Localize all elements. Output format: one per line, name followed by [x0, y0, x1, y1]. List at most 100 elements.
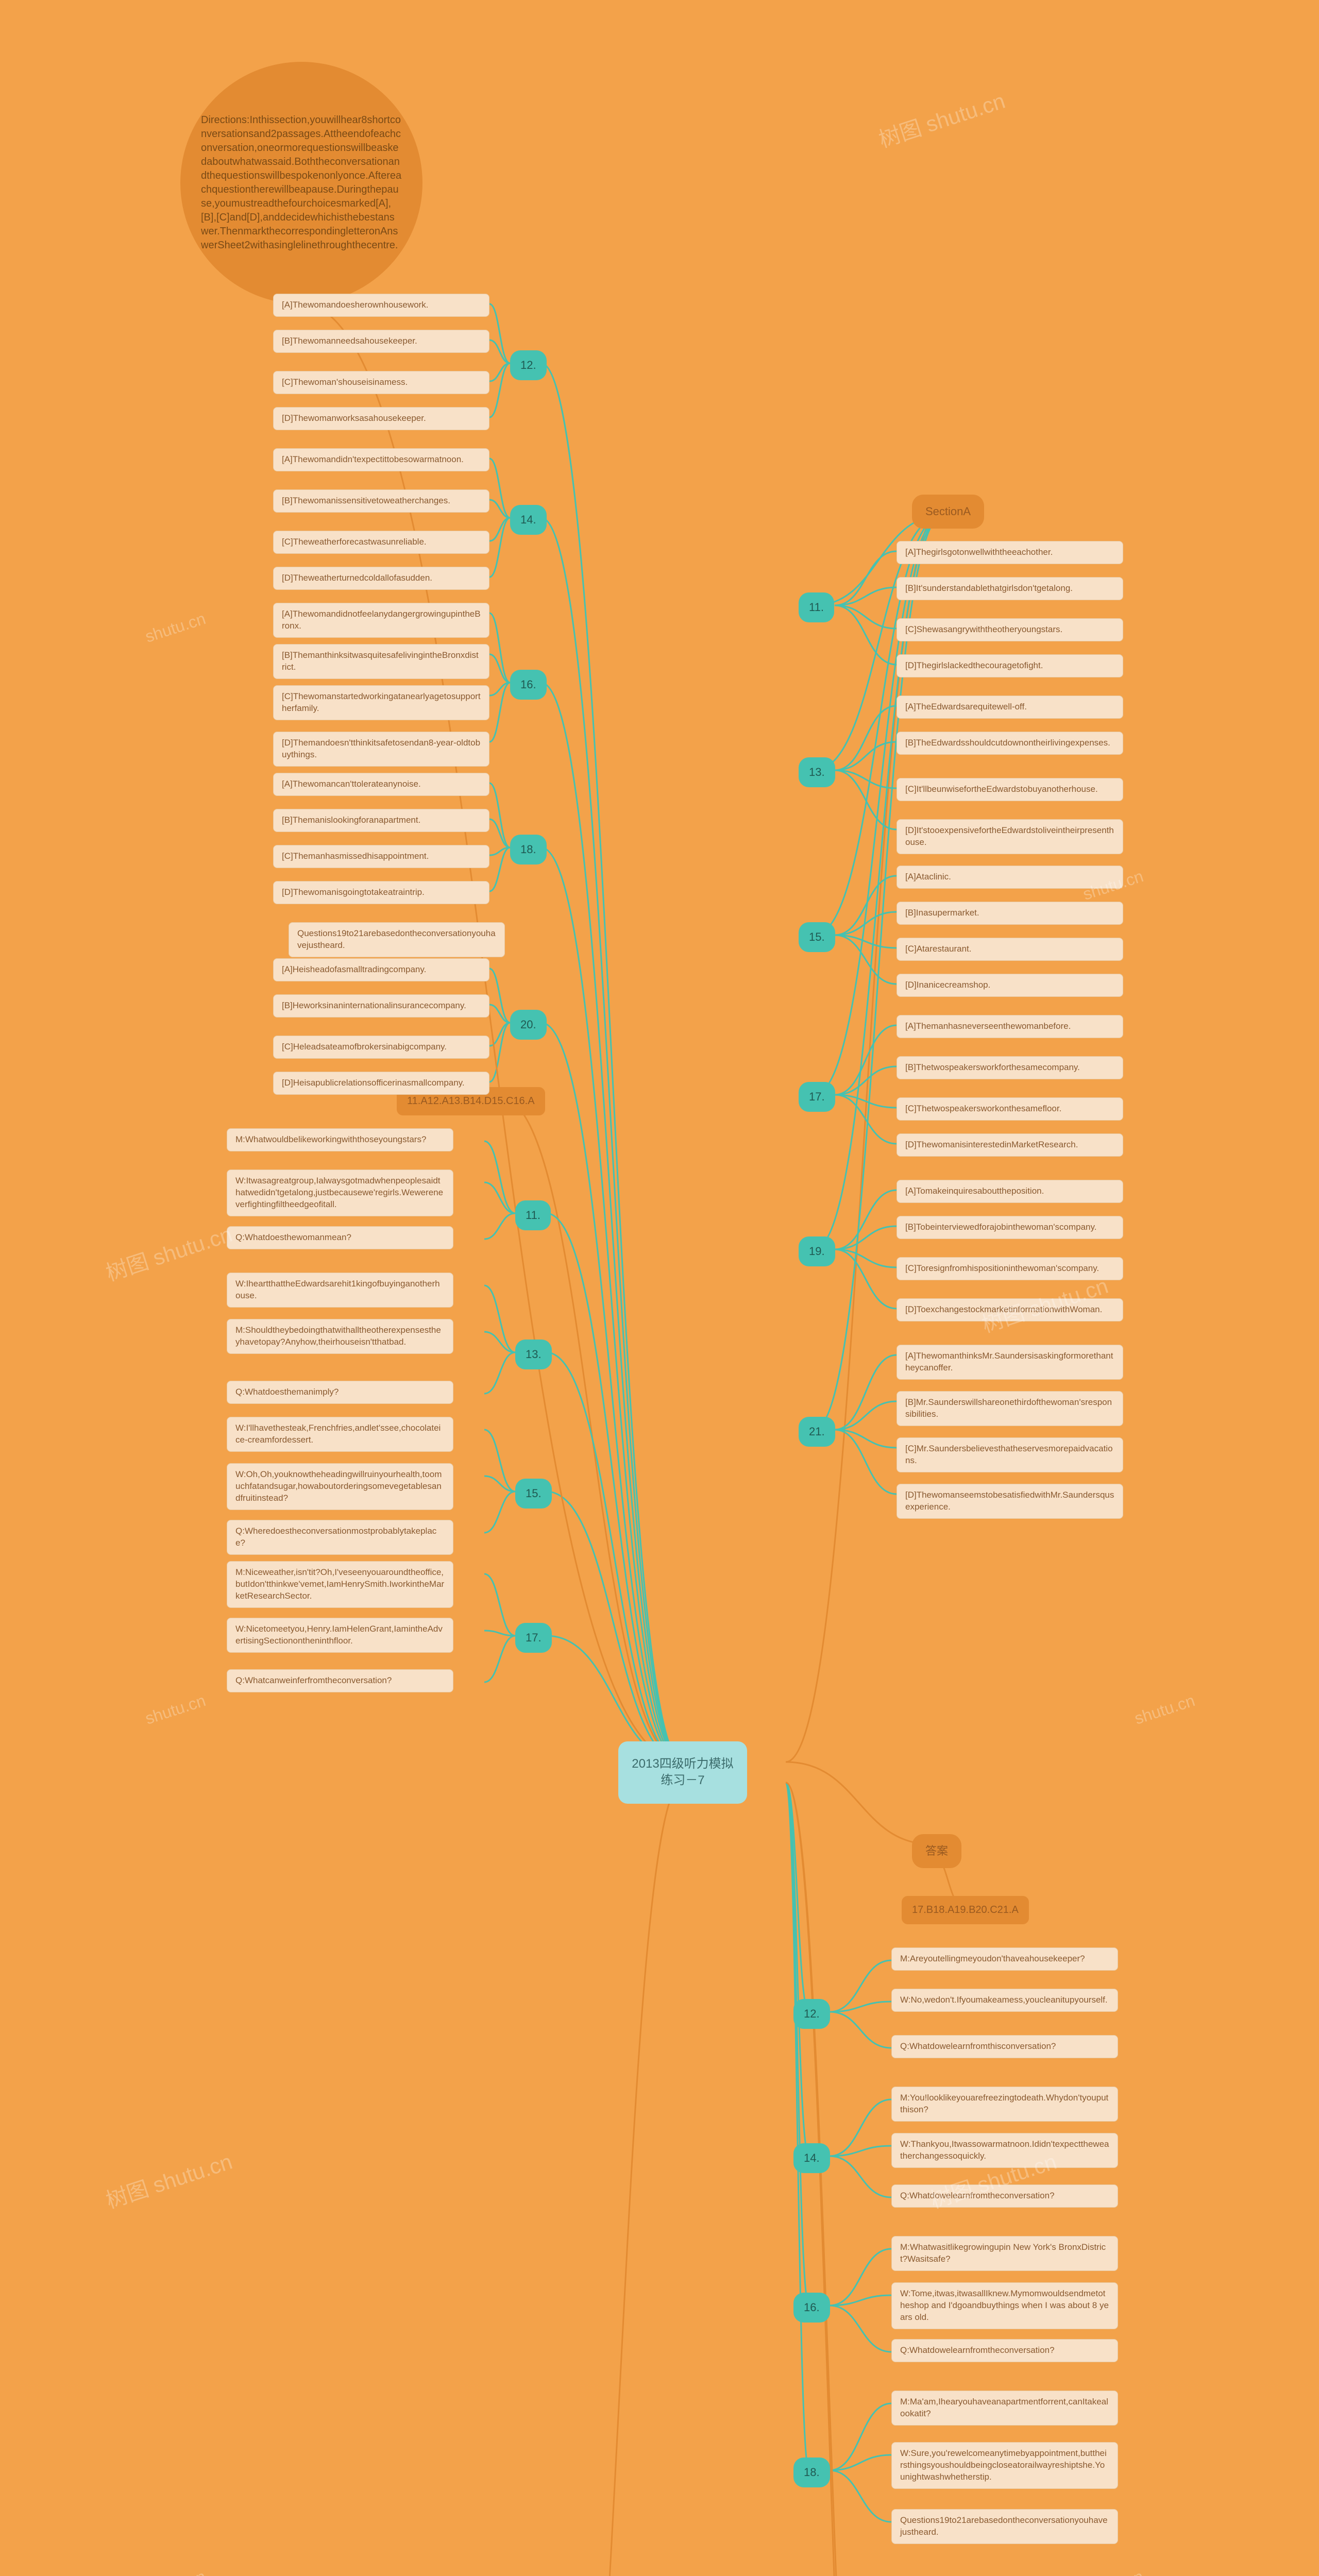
- branch-node[interactable]: 21.: [799, 1417, 835, 1447]
- leaf-node: [C]Thewomanstartedworkingatanearlyagetos…: [273, 685, 489, 720]
- branch-node[interactable]: 17.: [799, 1082, 835, 1112]
- leaf-node: W:No,wedon't.Ifyoumakeamess,youcleanitup…: [891, 1989, 1118, 2012]
- answers-label: 答案: [912, 1834, 961, 1868]
- leaf-node: W:IheartthattheEdwardsarehit1kingofbuyin…: [227, 1273, 453, 1308]
- leaf-node: Q:Whatdoesthemanimply?: [227, 1381, 453, 1404]
- branch-node[interactable]: 15.: [515, 1479, 552, 1509]
- leaf-node: W:Nicetomeetyou,Henry.IamHelenGrant,Iami…: [227, 1618, 453, 1653]
- leaf-node: [A]Tomakeinquiresabouttheposition.: [897, 1180, 1123, 1203]
- section-a[interactable]: SectionA: [912, 495, 984, 529]
- branch-node[interactable]: 13.: [799, 757, 835, 787]
- leaf-node: Q:Whatdowelearnfromthisconversation?: [891, 2035, 1118, 2058]
- branch-node[interactable]: 11.: [515, 1200, 551, 1230]
- leaf-node: [B]Inasupermarket.: [897, 902, 1123, 925]
- leaf-node: M:Whatwasitlikegrowingupin New York's Br…: [891, 2236, 1118, 2271]
- leaf-node: [C]Thewoman'shouseisinamess.: [273, 371, 489, 394]
- leaf-node: [B]Thetwospeakersworkforthesamecompany.: [897, 1056, 1123, 1079]
- leaf-node: W:Itwasagreatgroup,Ialwaysgotmadwhenpeop…: [227, 1170, 453, 1216]
- watermark: shutu.cn: [143, 2567, 208, 2576]
- leaf-node: [A]Themanhasneverseenthewomanbefore.: [897, 1015, 1123, 1038]
- branch-node[interactable]: 19.: [799, 1236, 835, 1266]
- leaf-node: [B]Thewomanissensitivetoweatherchanges.: [273, 489, 489, 513]
- leaf-node: [C]Theweatherforecastwasunreliable.: [273, 531, 489, 554]
- branch-node[interactable]: 16.: [510, 670, 547, 700]
- leaf-node: Q:Wheredoestheconversationmostprobablyta…: [227, 1520, 453, 1555]
- leaf-node: [D]Themandoesn'tthinkitsafetosendan8-yea…: [273, 732, 489, 767]
- leaf-node: [D]ToexchangestockmarketinformationwithW…: [897, 1298, 1123, 1321]
- leaf-node: [D]Thegirlslackedthecouragetofight.: [897, 654, 1123, 677]
- leaf-node: [A]Thewomandidnotfeelanydangergrowingupi…: [273, 603, 489, 638]
- leaf-node: [B]Themanislookingforanapartment.: [273, 809, 489, 832]
- branch-node[interactable]: 13.: [515, 1340, 552, 1369]
- branch-node[interactable]: 14.: [793, 2143, 830, 2173]
- branch-node[interactable]: 12.: [510, 350, 547, 380]
- branch-node[interactable]: 14.: [510, 505, 547, 535]
- leaf-node: [D]Heisapublicrelationsofficerinasmallco…: [273, 1072, 489, 1095]
- leaf-node: [B]Thewomanneedsahousekeeper.: [273, 330, 489, 353]
- branch-node[interactable]: 16.: [793, 2293, 830, 2323]
- leaf-node: [C]Mr.Saundersbelievesthatheservesmorepa…: [897, 1437, 1123, 1472]
- leaf-node: [C]Shewasangrywiththeotheryoungstars.: [897, 618, 1123, 641]
- leaf-node: [C]Themanhasmissedhisappointment.: [273, 845, 489, 868]
- branch-node[interactable]: 18.: [510, 835, 547, 865]
- branch-node[interactable]: 20.: [510, 1010, 547, 1040]
- leaf-node: [B]Heworksinaninternationalinsurancecomp…: [273, 994, 489, 1018]
- leaf-node: Q:Whatdoesthewomanmean?: [227, 1226, 453, 1249]
- leaf-node: [D]ThewomanseemstobesatisfiedwithMr.Saun…: [897, 1484, 1123, 1519]
- leaf-node: [B]Themanthinksitwasquitesafelivinginthe…: [273, 644, 489, 679]
- branch-node[interactable]: 11.: [799, 592, 834, 622]
- leaf-node: Q:Whatdowelearnfromtheconversation?: [891, 2184, 1118, 2208]
- leaf-node: [A]Heisheadofasmalltradingcompany.: [273, 958, 489, 981]
- leaf-node: Q:Whatdowelearnfromtheconversation?: [891, 2339, 1118, 2362]
- leaf-node: [C]Atarestaurant.: [897, 938, 1123, 961]
- watermark: shutu.cn: [143, 1691, 208, 1728]
- watermark: 树图 shutu.cn: [102, 2144, 236, 2215]
- leaf-node: W:Sure,you'rewelcomeanytimebyappointment…: [891, 2442, 1118, 2489]
- leaf-node: [A]Ataclinic.: [897, 866, 1123, 889]
- leaf-node: [D]Thewomanworksasahousekeeper.: [273, 407, 489, 430]
- watermark: 树图 shutu.cn: [874, 83, 1009, 154]
- leaf-node: W:Tome,itwas,itwasallIknew.Mymomwouldsen…: [891, 2282, 1118, 2329]
- watermark: 树图 shutu.cn: [102, 1217, 236, 1287]
- leaf-node: M:Whatwouldbelikeworkingwiththoseyoungst…: [227, 1128, 453, 1151]
- leaf-node: [B]It'sunderstandablethatgirlsdon'tgetal…: [897, 577, 1123, 600]
- directions-text: Directions:Inthissection,youwillhear8sho…: [201, 113, 402, 252]
- root-node[interactable]: 2013四级听力模拟练习－7: [618, 1741, 747, 1804]
- leaf-node: Q:Whatcanweinferfromtheconversation?: [227, 1669, 453, 1692]
- watermark: shutu.cn: [1080, 2567, 1145, 2576]
- answers-right-line: 17.B18.A19.B20.C21.A: [902, 1896, 1029, 1924]
- leaf-node: M:You!looklikeyouarefreezingtodeath.Whyd…: [891, 2087, 1118, 2122]
- leaf-node: [D]Thewomanisgoingtotakeatraintrip.: [273, 881, 489, 904]
- leaf-node: Questions19to21arebasedontheconversation…: [289, 922, 505, 957]
- branch-node[interactable]: 12.: [793, 1999, 830, 2029]
- leaf-node: W:I'llhavethesteak,Frenchfries,andlet'ss…: [227, 1417, 453, 1452]
- leaf-node: W:Oh,Oh,youknowtheheadingwillruinyourhea…: [227, 1463, 453, 1510]
- leaf-node: [A]Thegirlsgotonwellwiththeeachother.: [897, 541, 1123, 564]
- leaf-node: [C]It'llbeunwisefortheEdwardstobuyanothe…: [897, 778, 1123, 801]
- leaf-node: M:Niceweather,isn'tit?Oh,I'veseenyouarou…: [227, 1561, 453, 1608]
- branch-node[interactable]: 15.: [799, 922, 835, 952]
- leaf-node: [A]Thewomandoesherownhousework.: [273, 294, 489, 317]
- leaf-node: [D]It'stooexpensivefortheEdwardstolivein…: [897, 819, 1123, 854]
- leaf-node: [D]Inanicecreamshop.: [897, 974, 1123, 997]
- watermark: shutu.cn: [1132, 1691, 1197, 1728]
- leaf-node: M:Shouldtheybedoingthatwithalltheotherex…: [227, 1319, 453, 1354]
- leaf-node: [C]Heleadsateamofbrokersinabigcompany.: [273, 1036, 489, 1059]
- leaf-node: [B]TheEdwardsshouldcutdownontheirlivinge…: [897, 732, 1123, 755]
- leaf-node: [B]Tobeinterviewedforajobinthewoman'scom…: [897, 1216, 1123, 1239]
- watermark: shutu.cn: [143, 609, 208, 647]
- leaf-node: [A]TheEdwardsarequitewell-off.: [897, 696, 1123, 719]
- leaf-node: [A]ThewomanthinksMr.Saundersisaskingform…: [897, 1345, 1123, 1380]
- leaf-node: [A]Thewomandidn'texpectittobesowarmatnoo…: [273, 448, 489, 471]
- leaf-node: [B]Mr.Saunderswillshareonethirdofthewoma…: [897, 1391, 1123, 1426]
- branch-node[interactable]: 18.: [793, 2458, 830, 2487]
- leaf-node: [C]Toresignfromhispositioninthewoman'sco…: [897, 1257, 1123, 1280]
- branch-node[interactable]: 17.: [515, 1623, 552, 1653]
- leaf-node: M:Areyoutellingmeyoudon'thaveahousekeepe…: [891, 1947, 1118, 1971]
- directions-node: Directions:Inthissection,youwillhear8sho…: [180, 62, 422, 304]
- leaf-node: [D]Theweatherturnedcoldallofasudden.: [273, 567, 489, 590]
- leaf-node: W:Thankyou,Itwassowarmatnoon.Ididn'texpe…: [891, 2133, 1118, 2168]
- leaf-node: M:Ma'am,Ihearyouhaveanapartmentforrent,c…: [891, 2391, 1118, 2426]
- leaf-node: Questions19to21arebasedontheconversation…: [891, 2509, 1118, 2544]
- leaf-node: [A]Thewomancan'ttolerateanynoise.: [273, 773, 489, 796]
